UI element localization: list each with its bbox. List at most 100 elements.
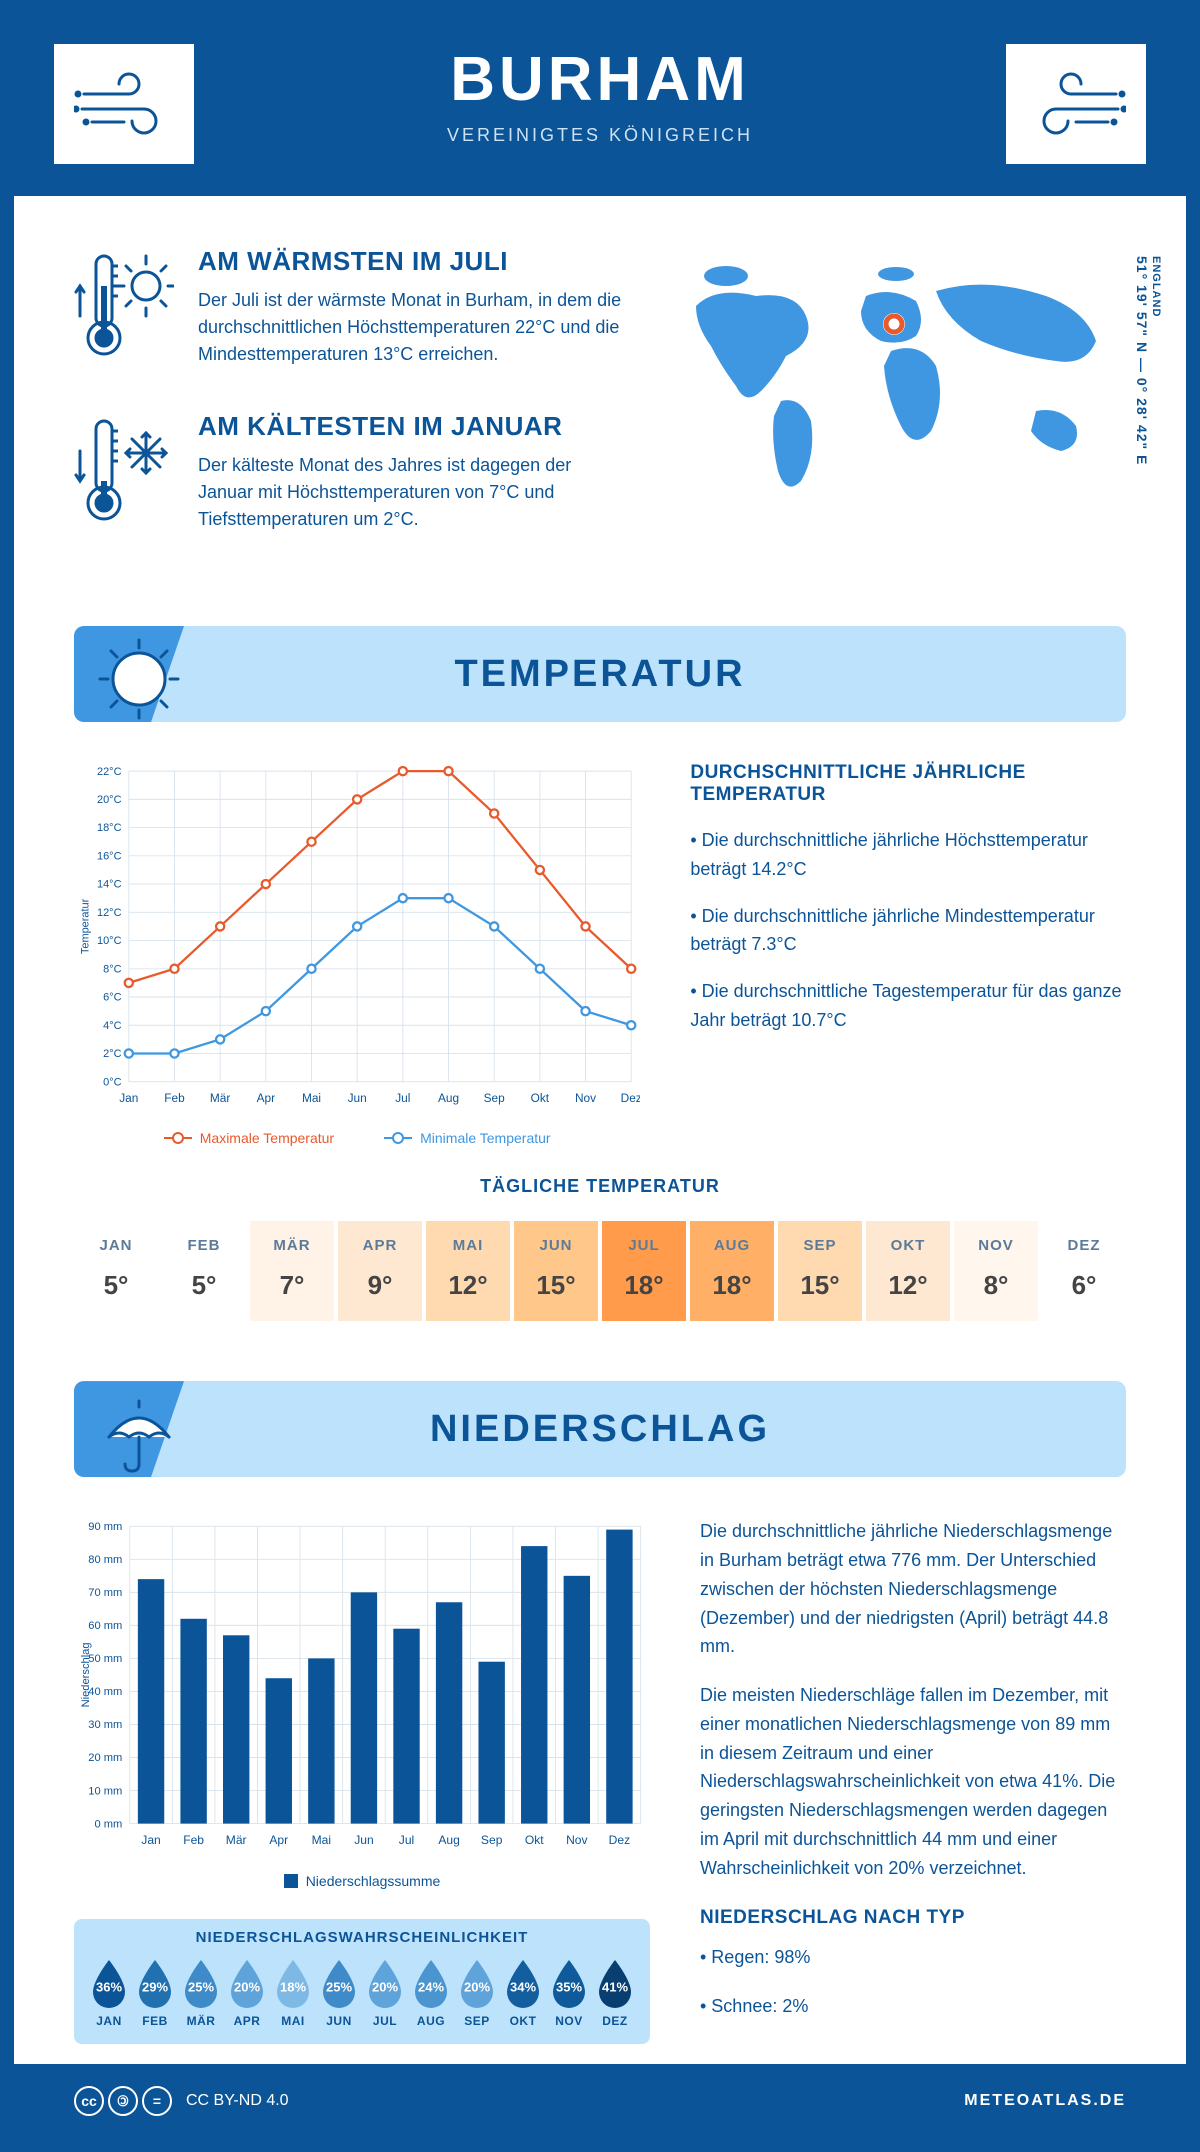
svg-text:Sep: Sep <box>481 1833 503 1847</box>
infographic-frame: BURHAM VEREINIGTES KÖNIGREICH <box>0 0 1200 2152</box>
svg-text:20°C: 20°C <box>97 794 122 806</box>
umbrella-icon <box>94 1389 184 1484</box>
svg-text:Sep: Sep <box>484 1091 506 1105</box>
prob-cell: 24% AUG <box>410 1958 452 2028</box>
svg-text:60 mm: 60 mm <box>88 1620 122 1632</box>
svg-text:Jul: Jul <box>399 1833 414 1847</box>
location-subtitle: VEREINIGTES KÖNIGREICH <box>54 125 1146 146</box>
coldest-body: Der kälteste Monat des Jahres ist dagege… <box>198 452 626 533</box>
month-cell: AUG 18° <box>690 1221 774 1321</box>
legend-precip: Niederschlagssumme <box>306 1873 441 1889</box>
precipitation-chart: 0 mm10 mm20 mm30 mm40 mm50 mm60 mm70 mm8… <box>74 1517 650 1888</box>
svg-text:Aug: Aug <box>438 1833 459 1847</box>
month-cell: JUN 15° <box>514 1221 598 1321</box>
prob-cell: 18% MAI <box>272 1958 314 2028</box>
svg-text:70 mm: 70 mm <box>88 1587 122 1599</box>
month-cell: FEB 5° <box>162 1221 246 1321</box>
svg-text:0 mm: 0 mm <box>95 1818 123 1830</box>
svg-text:Niederschlag: Niederschlag <box>80 1643 92 1708</box>
prob-cell: 25% JUN <box>318 1958 360 2028</box>
month-cell: DEZ 6° <box>1042 1221 1126 1321</box>
coldest-title: AM KÄLTESTEN IM JANUAR <box>198 411 626 442</box>
svg-text:Mär: Mär <box>226 1833 247 1847</box>
svg-text:Okt: Okt <box>531 1091 550 1105</box>
month-cell: APR 9° <box>338 1221 422 1321</box>
svg-text:6°C: 6°C <box>103 992 121 1004</box>
prob-cell: 36% JAN <box>88 1958 130 2028</box>
prob-cell: 25% MÄR <box>180 1958 222 2028</box>
temperature-chart: 0°C2°C4°C6°C8°C10°C12°C14°C16°C18°C20°C2… <box>74 762 640 1146</box>
svg-text:Nov: Nov <box>575 1091 596 1105</box>
svg-text:Dez: Dez <box>609 1833 630 1847</box>
svg-text:20 mm: 20 mm <box>88 1752 122 1764</box>
month-cell: OKT 12° <box>866 1221 950 1321</box>
svg-text:90 mm: 90 mm <box>88 1521 122 1533</box>
coordinates: ENGLAND 51° 19' 57" N — 0° 28' 42" E <box>1134 256 1162 465</box>
svg-text:8°C: 8°C <box>103 963 121 975</box>
svg-text:4°C: 4°C <box>103 1020 121 1032</box>
svg-text:40 mm: 40 mm <box>88 1686 122 1698</box>
svg-text:Feb: Feb <box>164 1091 185 1105</box>
svg-text:30 mm: 30 mm <box>88 1719 122 1731</box>
precipitation-section-header: NIEDERSCHLAG <box>74 1381 1126 1477</box>
site-name: METEOATLAS.DE <box>964 2092 1126 2110</box>
month-cell: JUL 18° <box>602 1221 686 1321</box>
cc-icons: cc 🄯 = <box>74 2086 172 2116</box>
svg-text:Apr: Apr <box>257 1091 276 1105</box>
month-cell: JAN 5° <box>74 1221 158 1321</box>
svg-text:50 mm: 50 mm <box>88 1653 122 1665</box>
prob-cell: 34% OKT <box>502 1958 544 2028</box>
prob-cell: 20% SEP <box>456 1958 498 2028</box>
world-map: ENGLAND 51° 19' 57" N — 0° 28' 42" E <box>666 246 1126 576</box>
temperature-title: TEMPERATUR <box>454 653 745 696</box>
location-title: BURHAM <box>54 44 1146 115</box>
svg-text:Apr: Apr <box>269 1833 288 1847</box>
svg-text:Okt: Okt <box>525 1833 544 1847</box>
daily-temperature: TÄGLICHE TEMPERATUR JAN 5° FEB 5° MÄR 7°… <box>14 1166 1186 1361</box>
month-cell: MAI 12° <box>426 1221 510 1321</box>
svg-text:Jun: Jun <box>348 1091 367 1105</box>
prob-cell: 29% FEB <box>134 1958 176 2028</box>
svg-text:Jun: Jun <box>354 1833 373 1847</box>
wind-icon-right <box>1006 44 1146 164</box>
svg-text:Temperatur: Temperatur <box>80 898 92 954</box>
precipitation-probability: NIEDERSCHLAGSWAHRSCHEINLICHKEIT 36% JAN … <box>74 1919 650 2044</box>
svg-text:Nov: Nov <box>566 1833 587 1847</box>
svg-text:Mai: Mai <box>302 1091 321 1105</box>
svg-text:Jan: Jan <box>119 1091 138 1105</box>
prob-cell: 20% JUL <box>364 1958 406 2028</box>
warmest-fact: AM WÄRMSTEN IM JULI Der Juli ist der wär… <box>74 246 626 371</box>
prob-cell: 20% APR <box>226 1958 268 2028</box>
legend-max: Maximale Temperatur <box>200 1130 334 1146</box>
svg-text:Feb: Feb <box>183 1833 204 1847</box>
svg-text:2°C: 2°C <box>103 1048 121 1060</box>
thermometer-sun-icon <box>74 246 174 371</box>
month-cell: SEP 15° <box>778 1221 862 1321</box>
svg-text:0°C: 0°C <box>103 1076 121 1088</box>
license-text: CC BY-ND 4.0 <box>186 2092 289 2110</box>
temperature-section-header: TEMPERATUR <box>74 626 1126 722</box>
svg-text:Aug: Aug <box>438 1091 459 1105</box>
svg-text:14°C: 14°C <box>97 879 122 891</box>
warmest-title: AM WÄRMSTEN IM JULI <box>198 246 626 277</box>
footer: cc 🄯 = CC BY-ND 4.0 METEOATLAS.DE <box>14 2064 1186 2138</box>
svg-text:10°C: 10°C <box>97 935 122 947</box>
header: BURHAM VEREINIGTES KÖNIGREICH <box>14 14 1186 196</box>
precipitation-title: NIEDERSCHLAG <box>430 1408 770 1451</box>
svg-text:Dez: Dez <box>621 1091 641 1105</box>
temperature-info: DURCHSCHNITTLICHE JÄHRLICHE TEMPERATUR •… <box>690 762 1126 1146</box>
precipitation-text: Die durchschnittliche jährliche Niedersc… <box>700 1517 1126 2043</box>
svg-text:22°C: 22°C <box>97 766 122 778</box>
coldest-fact: AM KÄLTESTEN IM JANUAR Der kälteste Mona… <box>74 411 626 536</box>
svg-text:18°C: 18°C <box>97 822 122 834</box>
svg-text:Jan: Jan <box>141 1833 160 1847</box>
svg-text:80 mm: 80 mm <box>88 1554 122 1566</box>
svg-text:Jul: Jul <box>395 1091 410 1105</box>
warmest-body: Der Juli ist der wärmste Monat in Burham… <box>198 287 626 368</box>
svg-text:Mai: Mai <box>312 1833 331 1847</box>
svg-text:Mär: Mär <box>210 1091 230 1105</box>
thermometer-snow-icon <box>74 411 174 536</box>
prob-cell: 35% NOV <box>548 1958 590 2028</box>
legend-min: Minimale Temperatur <box>420 1130 550 1146</box>
svg-text:16°C: 16°C <box>97 850 122 862</box>
